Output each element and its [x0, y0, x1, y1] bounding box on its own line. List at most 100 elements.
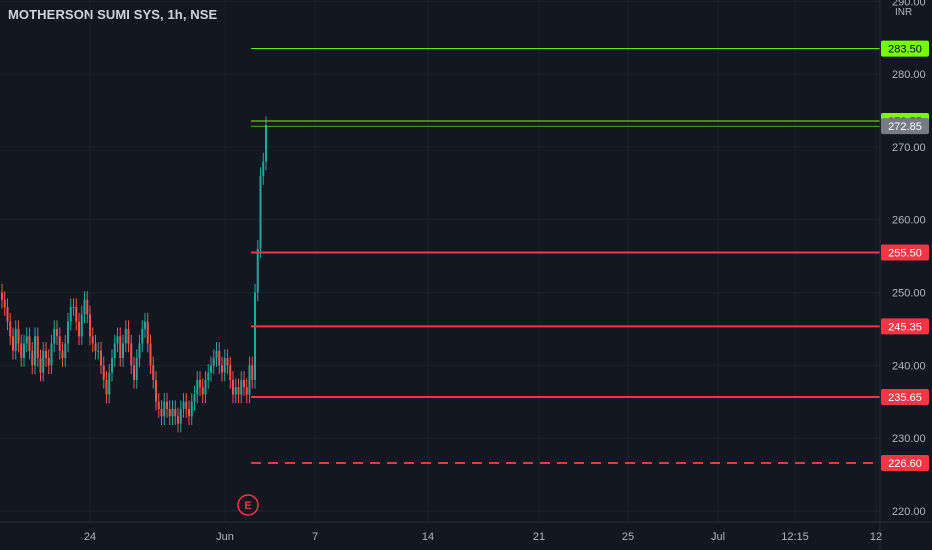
candle-body: [223, 358, 226, 373]
candle-body: [78, 321, 80, 337]
candle-body: [168, 409, 171, 417]
candle-body: [3, 299, 6, 308]
candle-body: [25, 336, 28, 344]
candle-body: [9, 321, 12, 337]
candle-body: [188, 409, 190, 417]
candle-body: [155, 379, 157, 402]
candle-body: [133, 365, 135, 380]
chart-title: MOTHERSON SUMI SYS, 1h, NSE: [8, 7, 218, 22]
candle-body: [196, 379, 199, 395]
candle-body: [102, 365, 105, 380]
candle-body: [31, 350, 34, 366]
time-tick-label: 12:15: [781, 531, 809, 543]
candle-body: [177, 416, 179, 424]
price-tick-label: 230.00: [892, 433, 926, 445]
candle-body: [39, 358, 42, 373]
candle-body: [146, 321, 149, 344]
price-tick-label: 270.00: [892, 142, 926, 154]
earnings-marker-icon: [237, 494, 259, 516]
price-tick-label: 260.00: [892, 215, 926, 227]
candle-body: [127, 328, 130, 344]
candle-body: [105, 379, 108, 395]
candle-body: [6, 307, 9, 322]
earnings-marker-label: E: [244, 500, 251, 512]
candle-body: [36, 336, 39, 359]
candle-body: [83, 299, 86, 315]
candle-body: [80, 314, 83, 337]
level-tag: 245.35: [888, 321, 922, 333]
candle-body: [199, 379, 201, 388]
candle-body: [237, 387, 240, 395]
time-tick-label: 24: [84, 531, 96, 543]
candle-body: [138, 343, 141, 359]
candle-body: [171, 409, 174, 417]
candle-body: [53, 328, 56, 344]
candle-body: [67, 321, 69, 344]
candle-body: [20, 343, 23, 359]
candle-body: [212, 358, 215, 366]
candle-body: [240, 379, 243, 395]
candle-body: [248, 365, 251, 395]
candle-body: [229, 365, 232, 380]
level-tag-bg: [881, 389, 929, 406]
candle-body: [75, 307, 78, 322]
candle-body: [23, 343, 25, 359]
level-tag-bg: [881, 40, 929, 57]
candle-body: [204, 379, 207, 395]
candle-body: [163, 401, 166, 417]
last-price-tag: 272.85: [888, 121, 922, 133]
candle-body: [64, 343, 67, 359]
candle-body: [201, 387, 204, 395]
price-levels: [251, 48, 880, 464]
candle-body: [58, 336, 61, 351]
level-tag-bg: [881, 318, 929, 335]
candle-body: [124, 328, 127, 344]
currency-label: INR: [895, 7, 913, 18]
candle-body: [34, 336, 36, 366]
price-tick-label: 240.00: [892, 360, 926, 372]
candle-body: [14, 328, 17, 351]
candle-body: [160, 409, 163, 417]
candle-body: [221, 365, 223, 373]
candle-body: [174, 409, 177, 417]
candle-body: [256, 248, 259, 293]
candle-body: [193, 394, 196, 402]
level-tag-bg: [881, 454, 929, 471]
candle-body: [232, 379, 234, 395]
candle-body: [207, 372, 210, 380]
markers: E: [237, 494, 259, 516]
candle-body: [144, 321, 146, 329]
candle-body: [89, 314, 91, 337]
candle-body: [116, 336, 119, 344]
price-tick-label: 280.00: [892, 69, 926, 81]
level-tag: 226.60: [888, 458, 922, 470]
candle-body: [149, 343, 152, 366]
price-tick-label: 290.00: [892, 0, 926, 8]
level-tag: 235.65: [888, 392, 922, 404]
level-tag: 255.50: [888, 247, 922, 259]
candle-body: [61, 350, 64, 359]
time-tick-label: Jul: [711, 531, 725, 543]
candle-body: [218, 350, 221, 366]
time-tick-label: 21: [533, 531, 545, 543]
candle-body: [12, 336, 14, 351]
candle-body: [56, 328, 58, 337]
candle-body: [179, 409, 182, 424]
candle-body: [226, 358, 229, 366]
candle-body: [69, 307, 72, 322]
price-tick-label: 220.00: [892, 506, 926, 518]
price-axis: 220.00 230.00 240.00 250.00 260.00 270.00 280.…: [879, 0, 929, 550]
candle-body: [42, 350, 45, 373]
candle-body: [190, 401, 193, 417]
candle-body: [245, 387, 248, 395]
candle-body: [166, 401, 168, 410]
candle-body: [94, 343, 97, 351]
time-tick-label: 14: [422, 531, 434, 543]
candle-body: [28, 336, 31, 351]
candle-body: [86, 299, 89, 315]
candle-body: [141, 328, 144, 344]
candle-body: [210, 365, 212, 373]
candle-body: [234, 387, 237, 395]
candle-body: [185, 401, 188, 410]
